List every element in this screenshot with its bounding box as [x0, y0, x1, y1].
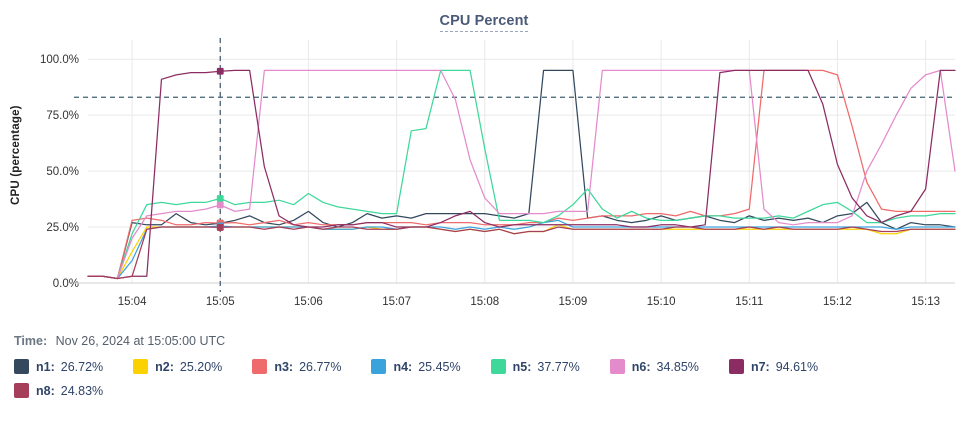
legend-swatch-icon [252, 359, 268, 374]
legend-swatch-icon [490, 359, 506, 374]
legend-series-value: 26.72% [60, 359, 104, 374]
y-axis-label: CPU (percentage) [10, 105, 22, 205]
legend-series-name: n2: [155, 359, 174, 374]
readout-time-row: Time: Nov 26, 2024 at 15:05:00 UTC [14, 334, 954, 348]
legend-series-name: n8: [36, 383, 55, 398]
x-tick-label: 15:12 [823, 296, 852, 308]
legend-series-value: 24.83% [60, 383, 104, 398]
page-title: CPU Percent [0, 13, 968, 32]
series-line-n3[interactable] [87, 69, 956, 280]
legend-series-name: n7: [750, 359, 770, 374]
legend-series-value: 25.20% [179, 359, 223, 374]
chart-readout: Time: Nov 26, 2024 at 15:05:00 UTC n1: 26… [0, 334, 968, 407]
legend-series-value: 26.77% [299, 359, 342, 374]
x-tick-label: 15:11 [735, 296, 763, 308]
legend-swatch-icon [371, 359, 387, 374]
legend-item-n3[interactable]: n3: 26.77% [252, 359, 341, 374]
legend-swatch-icon [14, 383, 29, 398]
x-tick-label: 15:06 [294, 296, 323, 308]
legend-series-name: n3: [274, 359, 294, 374]
legend-swatch-icon [728, 359, 744, 374]
legend-series-name: n6: [631, 359, 651, 374]
crosshair-marker-n8 [216, 224, 224, 231]
crosshair-marker-n7 [216, 67, 224, 75]
legend-series-value: 37.77% [537, 359, 580, 374]
legend-swatch-icon [133, 359, 149, 374]
legend-swatch-icon [609, 359, 625, 374]
series-line-n1[interactable] [87, 69, 956, 280]
legend-item-n7[interactable]: n7: 94.61% [728, 359, 819, 374]
time-label: Time: [14, 334, 48, 348]
legend-item-n8[interactable]: n8: 24.83% [14, 383, 103, 398]
series-line-n7[interactable] [87, 69, 956, 280]
x-tick-label: 15:04 [118, 296, 147, 308]
x-tick-label: 15:13 [911, 296, 940, 308]
chart-title-text: CPU Percent [439, 13, 529, 32]
line-chart-svg[interactable]: 0.0% 25.0% 50.0% 75.0% 100.0% 15:04 15:05 15:06… [0, 0, 968, 320]
legend-swatch-icon [14, 359, 29, 374]
y-tick-label: 100.0% [40, 54, 79, 66]
x-tick-label: 15:09 [559, 296, 588, 308]
legend-item-n2[interactable]: n2: 25.20% [133, 359, 222, 374]
legend-series-name: n1: [36, 359, 55, 374]
series-legend: n1: 26.72% n2: 25.20% n3: 26.77% n4: 25.45% n5: 3… [14, 359, 954, 407]
series-line-n5[interactable] [87, 69, 956, 280]
legend-item-n1[interactable]: n1: 26.72% [14, 359, 103, 374]
legend-item-n4[interactable]: n4: 25.45% [371, 359, 461, 374]
crosshair-marker-n6 [216, 201, 224, 209]
y-tick-label: 75.0% [46, 110, 79, 122]
legend-series-value: 94.61% [775, 359, 819, 374]
x-tick-label: 15:07 [382, 296, 411, 308]
x-tick-label: 15:05 [206, 296, 235, 308]
y-tick-label: 50.0% [46, 166, 79, 178]
legend-series-value: 25.45% [418, 359, 461, 374]
x-tick-label: 15:08 [470, 296, 499, 308]
legend-item-n5[interactable]: n5: 37.77% [490, 359, 580, 374]
time-value: Nov 26, 2024 at 15:05:00 UTC [55, 334, 226, 348]
legend-series-name: n5: [512, 359, 532, 374]
plot-area[interactable]: CPU (percentage) 0.0% 25.0% 50.0% 75.0% 100.… [0, 0, 968, 320]
x-tick-label: 15:10 [647, 296, 676, 308]
series-line-n6[interactable] [87, 69, 956, 280]
legend-series-name: n4: [393, 359, 413, 374]
series-line-n8[interactable] [87, 226, 956, 280]
legend-series-value: 34.85% [656, 359, 699, 374]
crosshair-marker-n5 [216, 195, 224, 202]
legend-item-n6[interactable]: n6: 34.85% [609, 359, 699, 374]
y-tick-label: 25.0% [46, 222, 79, 234]
y-tick-label: 0.0% [53, 278, 79, 290]
